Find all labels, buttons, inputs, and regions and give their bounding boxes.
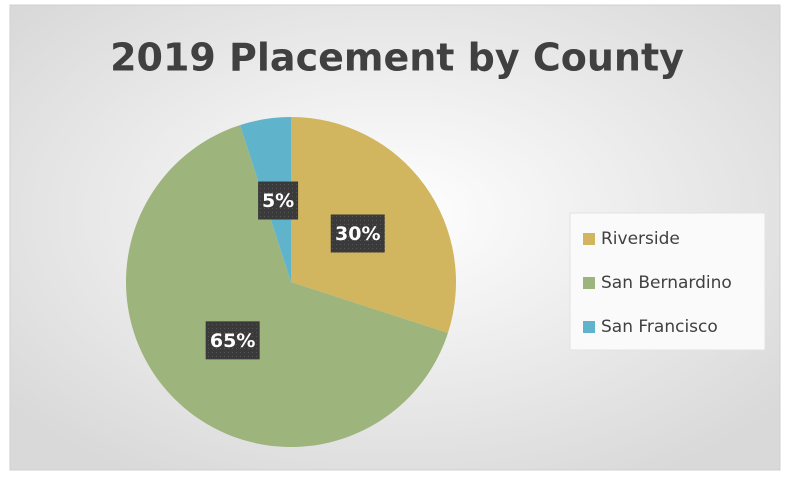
data-label-box	[330, 214, 385, 253]
data-label: 5%	[262, 190, 294, 212]
data-label-box	[205, 321, 260, 360]
legend-swatch	[583, 321, 595, 333]
legend-label: San Bernardino	[601, 273, 732, 293]
legend	[569, 212, 766, 351]
legend-label: San Francisco	[601, 317, 718, 337]
data-label: 30%	[335, 223, 380, 245]
pie-slice	[125, 125, 448, 447]
chart-title: 2019 Placement by County	[110, 36, 684, 80]
data-label-box	[258, 181, 299, 220]
data-label: 65%	[210, 330, 255, 352]
legend-swatch	[583, 233, 595, 245]
legend-swatch	[583, 277, 595, 289]
legend-label: Riverside	[601, 229, 680, 249]
